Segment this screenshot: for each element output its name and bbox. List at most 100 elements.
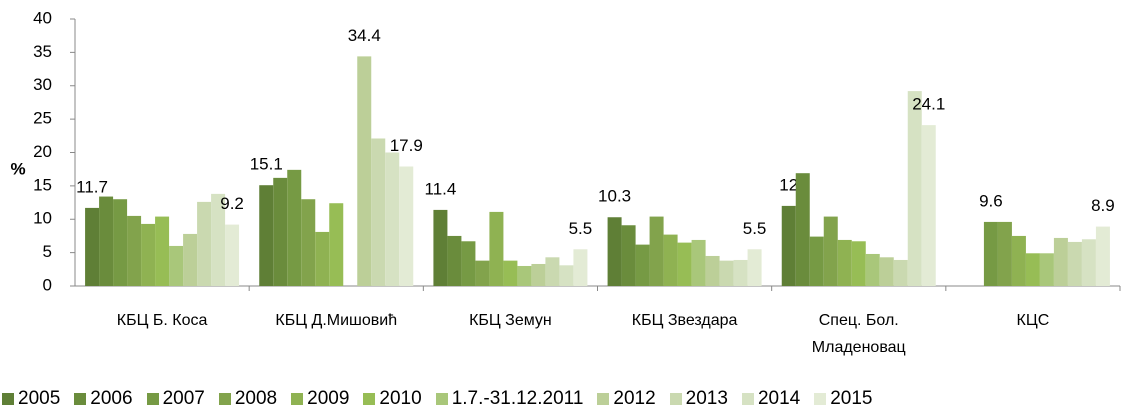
bar — [225, 224, 240, 286]
legend-label: 2010 — [379, 388, 422, 409]
legend-swatch — [2, 393, 14, 405]
legend-swatch — [218, 393, 231, 405]
data-label: 10.3 — [598, 187, 631, 206]
bar — [691, 239, 706, 286]
bar — [517, 265, 532, 286]
bar — [315, 231, 330, 286]
bar — [621, 225, 636, 286]
data-label: 12 — [779, 175, 798, 194]
legend-label: 2013 — [685, 388, 728, 409]
bar — [503, 260, 518, 286]
bar — [183, 233, 198, 286]
bar — [113, 199, 128, 286]
bar — [433, 209, 448, 286]
bar — [1011, 235, 1026, 286]
x-tick-label: КБЦ Д.Мишовић — [275, 312, 398, 329]
bar — [677, 242, 692, 286]
bar — [663, 234, 678, 286]
data-label: 8.9 — [1091, 196, 1115, 215]
legend-item: 2014 — [741, 388, 801, 410]
bar — [837, 239, 852, 286]
legend-label: 2005 — [18, 388, 61, 409]
legend-label: 2015 — [830, 388, 873, 409]
bar — [357, 56, 372, 286]
bar — [531, 263, 546, 286]
y-tick-label: 40 — [33, 8, 52, 27]
bar — [273, 177, 288, 286]
y-tick-label: 25 — [33, 109, 52, 128]
x-tick-label: КБЦ Земун — [469, 312, 552, 329]
legend-item: 2007 — [146, 388, 205, 410]
bar — [1081, 239, 1096, 286]
data-label: 34.4 — [348, 26, 381, 45]
bar — [155, 216, 170, 286]
x-tick-label: КБЦ Звездара — [631, 312, 738, 329]
legend-item: 2009 — [291, 388, 349, 410]
bar — [997, 221, 1012, 286]
bar — [823, 216, 838, 286]
bar — [127, 215, 142, 286]
bar — [907, 91, 922, 286]
bar — [447, 235, 462, 286]
bar — [211, 193, 226, 286]
bar — [1039, 253, 1054, 286]
legend-swatch — [669, 393, 682, 405]
bar — [259, 185, 274, 286]
bar — [781, 205, 796, 286]
y-tick-label: 35 — [33, 42, 52, 61]
legend-item: 2005 — [2, 388, 60, 410]
bar — [197, 201, 212, 286]
bar — [1095, 226, 1110, 286]
x-tick-label: КБЦ Б. Коса — [116, 312, 208, 329]
legend-label: 2009 — [307, 388, 350, 409]
legend-label: 1.7.-31.12.2011 — [451, 388, 584, 409]
legend-label: 2006 — [90, 388, 133, 409]
bar — [635, 244, 650, 286]
data-label: 15.1 — [250, 155, 283, 174]
data-label: 9.2 — [220, 194, 244, 213]
bar — [1067, 241, 1082, 286]
bar — [649, 216, 664, 286]
bar — [399, 166, 414, 286]
bar — [489, 211, 504, 286]
data-label: 24.1 — [912, 95, 945, 114]
legend-label: 2007 — [162, 388, 205, 409]
bar — [475, 260, 490, 286]
bar — [865, 253, 880, 286]
legend-item: 2012 — [597, 388, 656, 410]
legend-item: 2006 — [74, 388, 133, 410]
bar — [921, 125, 936, 286]
bar — [607, 217, 622, 286]
data-label: 5.5 — [743, 219, 767, 238]
y-axis-label: % — [10, 159, 25, 178]
bar — [385, 152, 400, 286]
legend-swatch — [146, 393, 159, 405]
x-tick-label: Спец. Бол. Младеновац — [811, 312, 906, 356]
legend: 2005 2006 2007 2008 2009 2010 1.7.-31.12.2011 2… — [2, 388, 873, 410]
legend-swatch — [363, 393, 376, 405]
bar — [301, 199, 316, 286]
legend-swatch — [291, 393, 304, 405]
bar — [719, 260, 734, 286]
bar — [879, 257, 894, 286]
bar — [141, 223, 156, 286]
legend-swatch — [741, 393, 754, 405]
y-tick-label: 10 — [33, 209, 52, 228]
bar — [99, 196, 114, 286]
bar — [371, 138, 386, 286]
data-label: 17.9 — [390, 136, 423, 155]
bar — [1025, 253, 1040, 286]
y-tick-label: 0 — [43, 275, 52, 294]
y-tick-label: 30 — [33, 75, 52, 94]
bar — [705, 255, 720, 286]
bar — [851, 241, 866, 286]
bar — [809, 236, 824, 286]
legend-label: 2014 — [757, 388, 801, 409]
bar — [733, 259, 748, 286]
data-label: 11.4 — [425, 179, 457, 198]
legend-item: 2010 — [363, 388, 422, 410]
y-tick-label: 20 — [33, 142, 52, 161]
bar — [1053, 237, 1068, 286]
